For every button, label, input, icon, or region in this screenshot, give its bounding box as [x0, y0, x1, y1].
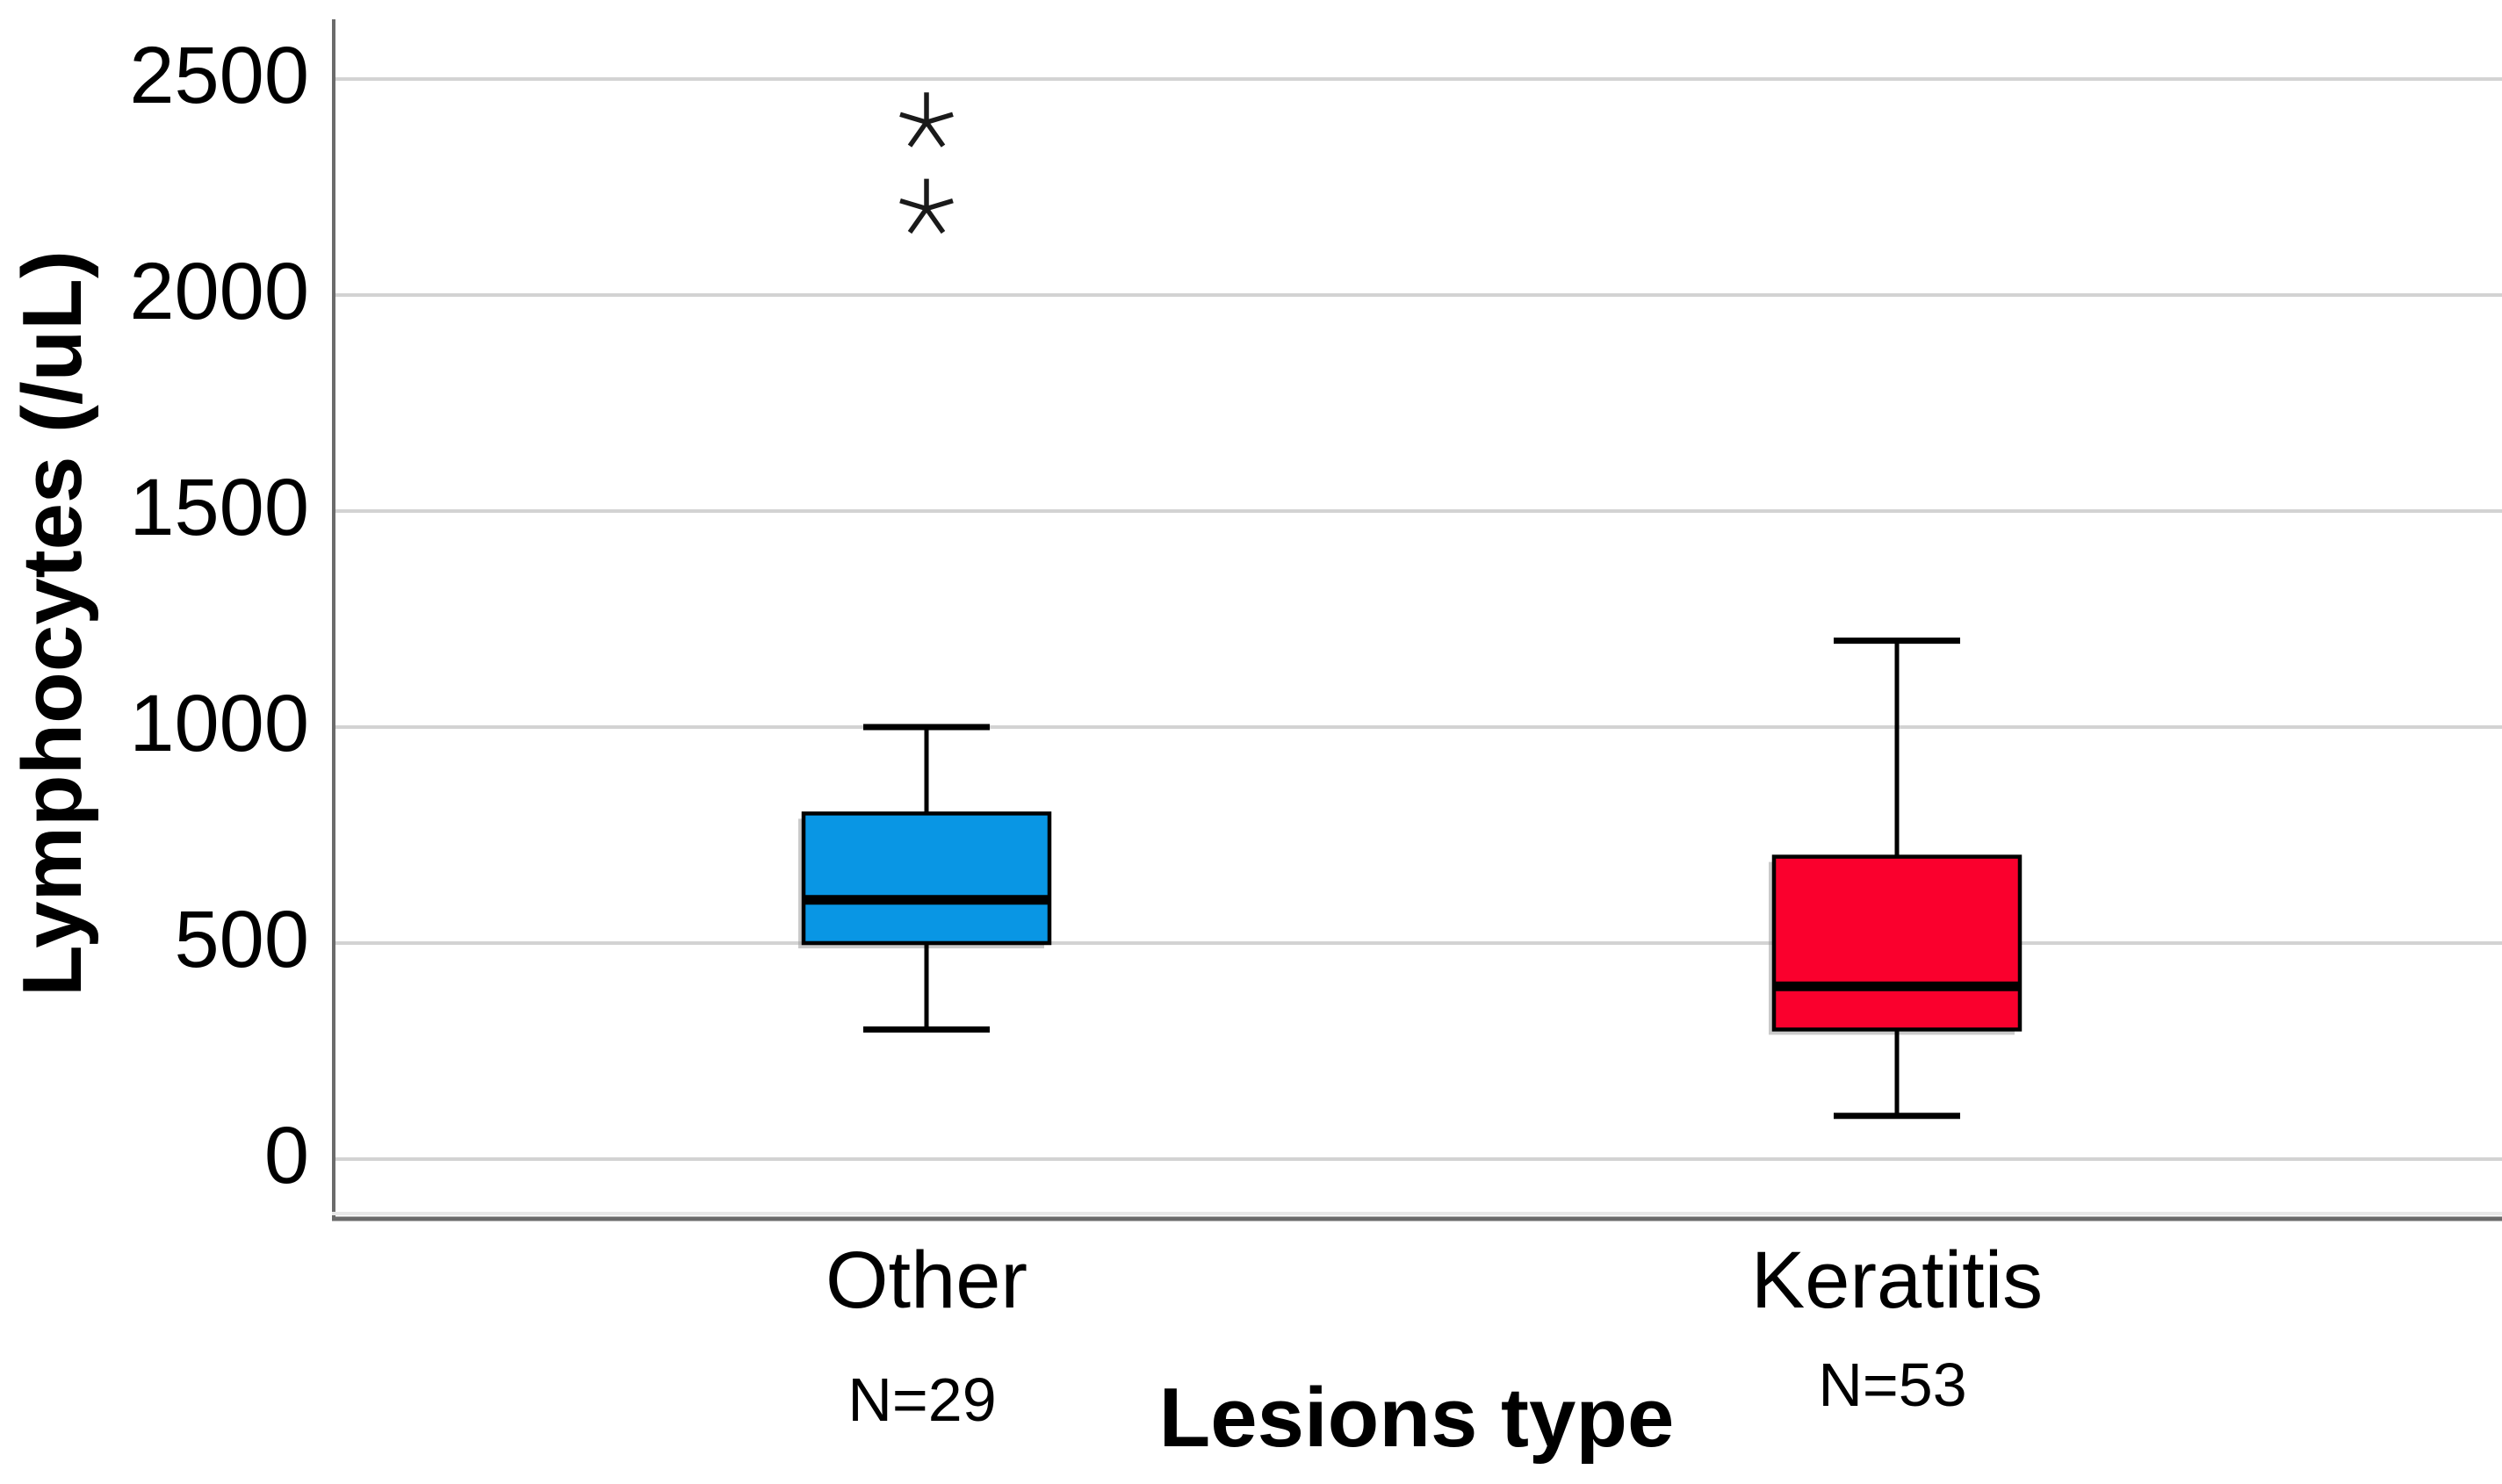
y-tick-label: 500 — [174, 895, 310, 984]
x-category-label: Other — [825, 1235, 1028, 1325]
sample-size-label: N=29 — [847, 1365, 997, 1434]
y-axis-title: Lymphocytes (/uL) — [5, 250, 99, 997]
y-tick-label: 0 — [263, 1111, 309, 1200]
box-series-other — [798, 92, 1052, 1033]
y-tick-label: 2500 — [129, 31, 309, 120]
y-tick-label: 1500 — [129, 463, 309, 552]
iqr-box — [1771, 854, 2023, 1032]
y-tick-label: 2000 — [129, 247, 309, 336]
box-series-keratitis — [1769, 638, 2023, 1120]
iqr-box — [801, 811, 1052, 946]
outlier-star-icon — [899, 178, 954, 234]
gridlines — [334, 77, 2502, 1161]
sample-size-label: N=53 — [1818, 1351, 1967, 1419]
y-tick-label: 1000 — [129, 679, 309, 768]
outlier-star-icon — [899, 92, 954, 148]
x-category-label: Keratitis — [1750, 1235, 2044, 1325]
x-axis-title: Lesions type — [1158, 1371, 1675, 1465]
